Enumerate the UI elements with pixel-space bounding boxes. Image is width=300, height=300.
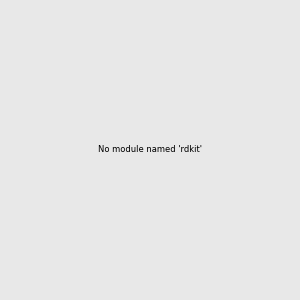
Text: No module named 'rdkit': No module named 'rdkit' xyxy=(98,146,202,154)
